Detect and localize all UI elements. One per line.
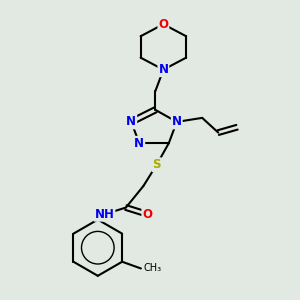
Text: N: N [134,137,144,150]
Text: N: N [158,63,168,76]
Text: CH₃: CH₃ [143,263,161,273]
Text: N: N [126,116,136,128]
Text: O: O [158,18,168,31]
Text: S: S [152,158,161,171]
Text: N: N [172,116,182,128]
Text: O: O [142,208,152,221]
Text: NH: NH [94,208,114,221]
